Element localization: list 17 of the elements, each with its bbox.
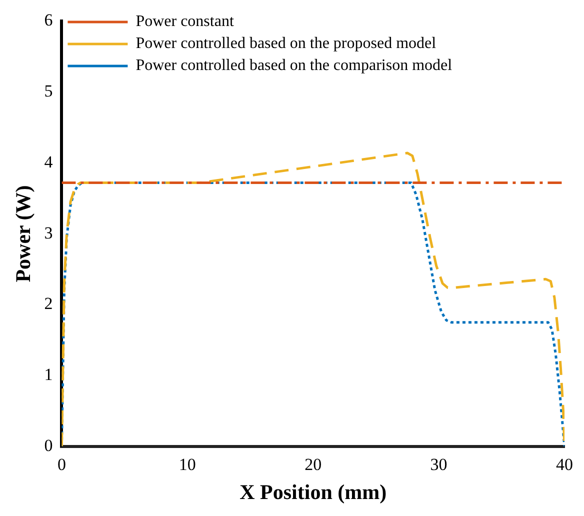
legend-label: Power controlled based on the comparison model	[136, 57, 453, 74]
x-tick-label: 30	[430, 455, 448, 474]
legend-label: Power constant	[136, 13, 234, 30]
x-tick-label: 20	[304, 455, 322, 474]
x-tick-label: 0	[57, 455, 66, 474]
x-axis-title: X Position (mm)	[240, 480, 387, 504]
y-tick-label: 4	[44, 152, 54, 172]
y-tick-label: 6	[44, 10, 53, 30]
y-axis-title: Power (W)	[11, 185, 36, 282]
y-tick-label: 1	[44, 365, 53, 384]
y-tick-label: 2	[44, 294, 53, 314]
x-tick-label: 10	[178, 455, 196, 474]
y-tick-label: 5	[44, 82, 53, 101]
y-tick-label: 0	[44, 436, 53, 455]
x-tick-label: 40	[556, 455, 573, 474]
legend-label: Power controlled based on the proposed model	[136, 35, 437, 52]
y-tick-label: 3	[44, 223, 53, 242]
